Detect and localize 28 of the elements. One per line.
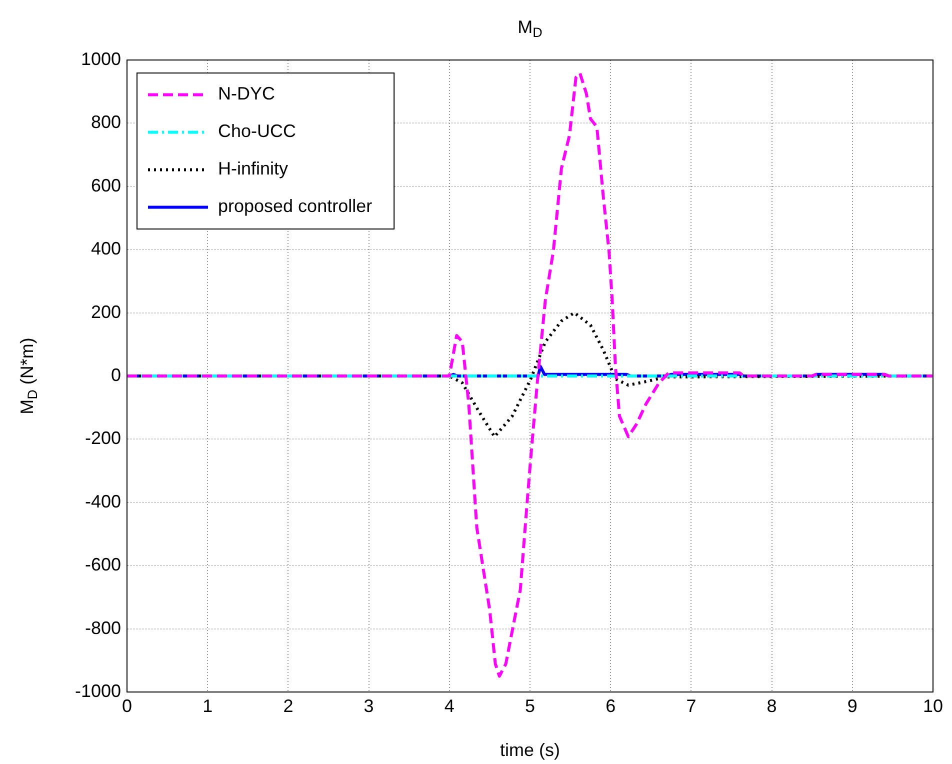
legend-label: Cho-UCC bbox=[218, 121, 296, 142]
y-tick-label: 1000 bbox=[80, 48, 121, 69]
y-tick-label: -400 bbox=[84, 491, 121, 512]
x-tick-label: 8 bbox=[766, 696, 777, 716]
x-tick-label: 2 bbox=[283, 696, 294, 716]
x-tick-label: 5 bbox=[524, 696, 536, 716]
y-tick-label: -1000 bbox=[74, 680, 121, 701]
y-tick-label: 200 bbox=[90, 302, 121, 322]
x-tick-label: 10 bbox=[922, 696, 944, 716]
y-tick-label: 400 bbox=[90, 238, 121, 259]
x-tick-label: 6 bbox=[606, 696, 616, 716]
x-tick-label: 1 bbox=[202, 696, 213, 716]
y-tick-label: 600 bbox=[90, 175, 121, 196]
y-tick-label: 800 bbox=[90, 112, 121, 132]
y-tick-label: -600 bbox=[84, 554, 121, 575]
y-axis-title: MD (N*m) bbox=[16, 338, 40, 414]
line-series bbox=[127, 72, 933, 678]
x-tick-label: 7 bbox=[686, 696, 696, 716]
legend-label: proposed controller bbox=[218, 196, 372, 216]
x-axis-title: time (s) bbox=[500, 740, 560, 760]
x-tick-label: 9 bbox=[847, 696, 858, 716]
legend-label: N-DYC bbox=[218, 84, 275, 104]
x-tick-label: 3 bbox=[364, 696, 374, 716]
legend-label: H-infinity bbox=[218, 158, 288, 179]
y-tick-label: -800 bbox=[84, 618, 121, 638]
y-tick-label: 0 bbox=[110, 364, 121, 385]
x-tick-label: 4 bbox=[444, 696, 454, 716]
y-tick-label: -200 bbox=[84, 428, 121, 448]
